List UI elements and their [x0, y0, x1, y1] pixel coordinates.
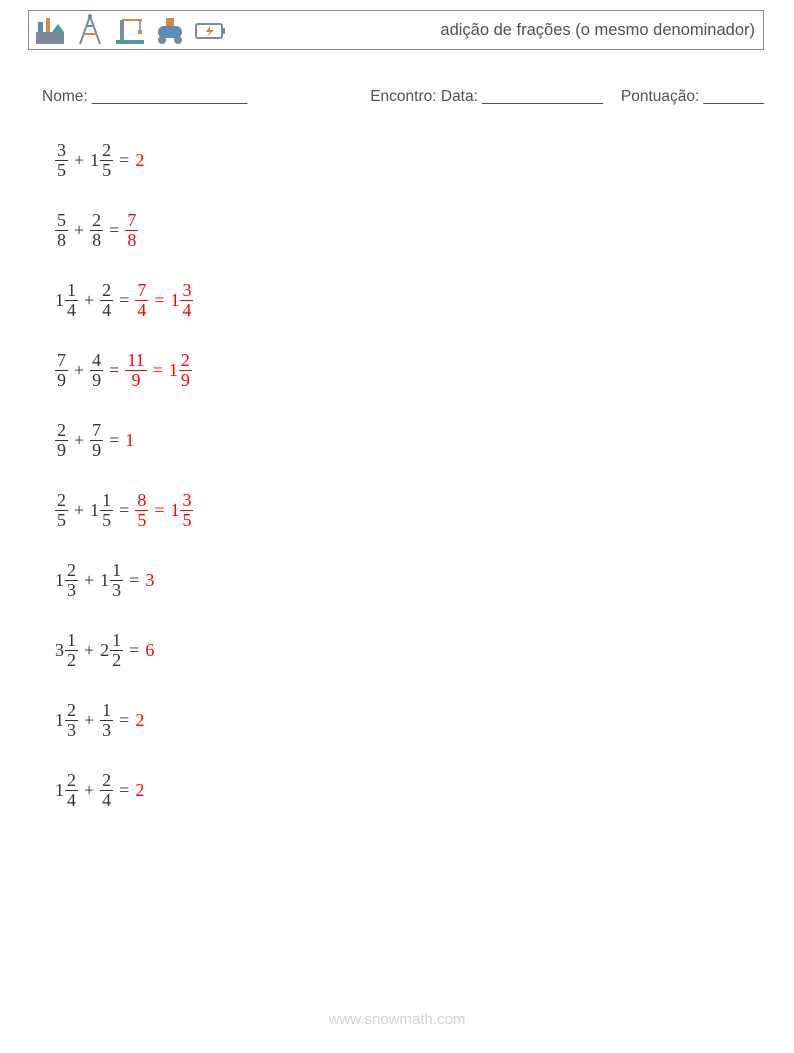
header-box: adição de frações (o mesmo denominador)	[28, 10, 764, 50]
equals-sign: =	[154, 290, 164, 311]
problem-row: 114+24=74=134	[55, 265, 193, 335]
problem-row: 35+125=2	[55, 125, 193, 195]
factory-icon	[31, 11, 69, 49]
equals-sign: =	[119, 780, 129, 801]
answer: 2	[135, 150, 144, 171]
answer: 2	[135, 710, 144, 731]
tank-icon	[151, 11, 189, 49]
equals-sign: =	[119, 500, 129, 521]
problem-row: 79+49=119=129	[55, 335, 193, 405]
crane-icon	[111, 11, 149, 49]
problem-row: 124+24=2	[55, 755, 193, 825]
equals-sign: =	[129, 640, 139, 661]
plus-sign: +	[84, 780, 94, 801]
answer: 3	[145, 570, 154, 591]
equals-sign: =	[109, 360, 119, 381]
problem-row: 123+13=2	[55, 685, 193, 755]
equals-sign: =	[119, 150, 129, 171]
problem-row: 312+212=6	[55, 615, 193, 685]
plus-sign: +	[84, 640, 94, 661]
plus-sign: +	[84, 570, 94, 591]
equals-sign: =	[119, 710, 129, 731]
fields-row: Nome: __________________ Encontro: Data:…	[42, 88, 764, 106]
header-icons	[29, 11, 229, 49]
plus-sign: +	[84, 290, 94, 311]
plus-sign: +	[74, 500, 84, 521]
problem-list: 35+125=258+28=78114+24=74=13479+49=119=1…	[55, 125, 193, 825]
plus-sign: +	[84, 710, 94, 731]
equals-sign: =	[109, 220, 119, 241]
plus-sign: +	[74, 150, 84, 171]
equals-sign: =	[109, 430, 119, 451]
score-field: Pontuação: _______	[621, 88, 764, 106]
date-field: Encontro: Data: ______________	[370, 88, 603, 106]
answer: 2	[135, 780, 144, 801]
answer: 6	[145, 640, 154, 661]
plus-sign: +	[74, 360, 84, 381]
battery-icon	[191, 11, 229, 49]
tower-icon	[71, 11, 109, 49]
equals-sign: =	[154, 500, 164, 521]
problem-row: 123+113=3	[55, 545, 193, 615]
name-field: Nome: __________________	[42, 88, 247, 106]
plus-sign: +	[74, 430, 84, 451]
watermark: www.snowmath.com	[0, 1011, 794, 1028]
plus-sign: +	[74, 220, 84, 241]
worksheet-title: adição de frações (o mesmo denominador)	[440, 21, 763, 40]
problem-row: 58+28=78	[55, 195, 193, 265]
problem-row: 25+115=85=135	[55, 475, 193, 545]
answer: 1	[125, 430, 134, 451]
problem-row: 29+79=1	[55, 405, 193, 475]
equals-sign: =	[129, 570, 139, 591]
equals-sign: =	[119, 290, 129, 311]
equals-sign: =	[153, 360, 163, 381]
